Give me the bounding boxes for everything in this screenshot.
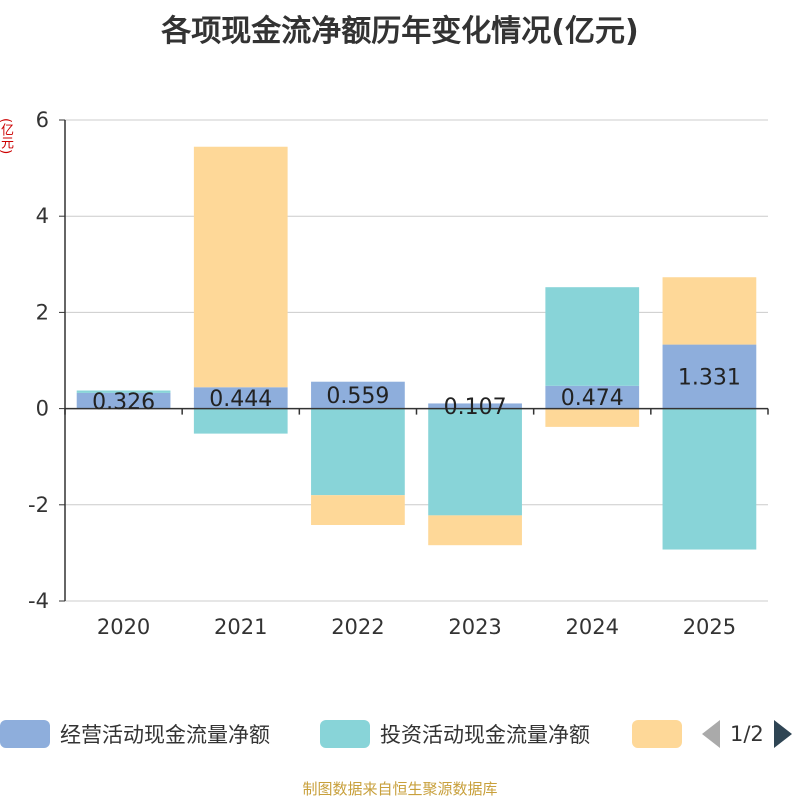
bar-series2-2025 — [662, 408, 757, 550]
y-tick-label: 2 — [36, 300, 49, 324]
bar-series1-2025 — [662, 344, 757, 409]
legend-page-indicator: 1/2 — [730, 722, 764, 746]
chart-plot: -4 -2 0 2 4 6 0.326 0.444 0.559 0.107 0.474 1.331 20… — [28, 108, 769, 639]
y-tick-label: -2 — [28, 493, 49, 517]
data-label: 0.559 — [326, 384, 389, 409]
legend-label-investing: 投资活动现金流量净额 — [380, 723, 590, 747]
bar-series3-2022 — [311, 495, 405, 526]
legend: 经营活动现金流量净额 投资活动现金流量净额 1/2 — [0, 717, 800, 751]
y-tick-label: 6 — [36, 108, 49, 132]
data-label: 0.326 — [92, 390, 155, 415]
y-tick-label: 4 — [36, 204, 49, 228]
legend-swatch-investing — [320, 720, 370, 748]
y-tick-label: -4 — [28, 589, 49, 613]
bar-series1-2022 — [311, 381, 405, 409]
bar-series1-2023 — [428, 403, 522, 409]
legend-label-operating: 经营活动现金流量净额 — [60, 723, 270, 747]
bar-series2-2023 — [428, 408, 522, 516]
legend-swatch-operating — [0, 720, 50, 748]
y-tick-label: 0 — [36, 397, 49, 421]
bar-series2-2020 — [76, 390, 171, 393]
bar-series3-2024 — [545, 408, 640, 427]
bar-series1-2021 — [193, 387, 288, 409]
bar-series2-2022 — [311, 408, 405, 496]
data-label: 0.444 — [209, 387, 272, 412]
x-tick-label: 2025 — [683, 615, 736, 639]
legend-item-operating[interactable]: 经营活动现金流量净额 — [0, 717, 270, 751]
x-tick-label: 2021 — [214, 615, 267, 639]
legend-swatch-financing — [632, 720, 682, 748]
x-tick-label: 2023 — [448, 615, 501, 639]
y-axis-unit-label: (亿元) — [0, 118, 13, 155]
legend-pager: 1/2 — [702, 717, 792, 751]
data-label: 0.474 — [561, 386, 624, 411]
x-tick-label: 2022 — [331, 615, 384, 639]
bar-series3-2023 — [428, 515, 522, 546]
legend-item-investing[interactable]: 投资活动现金流量净额 — [320, 717, 590, 751]
bar-series1-2020 — [76, 392, 171, 409]
bar-series2-2024 — [545, 287, 640, 386]
legend-next-page-icon[interactable] — [773, 720, 792, 748]
chart-title: 各项现金流净额历年变化情况(亿元) — [161, 14, 639, 49]
bar-series3-2025 — [662, 277, 757, 345]
x-tick-label: 2024 — [566, 615, 619, 639]
data-source-note: 制图数据来自恒生聚源数据库 — [302, 780, 498, 798]
bar-series1-2024 — [545, 385, 640, 409]
legend-item-financing[interactable] — [632, 717, 692, 751]
bar-series3-2021 — [193, 146, 288, 388]
x-tick-label: 2020 — [97, 615, 150, 639]
data-label: 0.107 — [444, 395, 507, 420]
bar-series2-2021 — [193, 408, 288, 434]
data-label: 1.331 — [678, 366, 741, 391]
legend-prev-page-icon[interactable] — [702, 720, 720, 748]
